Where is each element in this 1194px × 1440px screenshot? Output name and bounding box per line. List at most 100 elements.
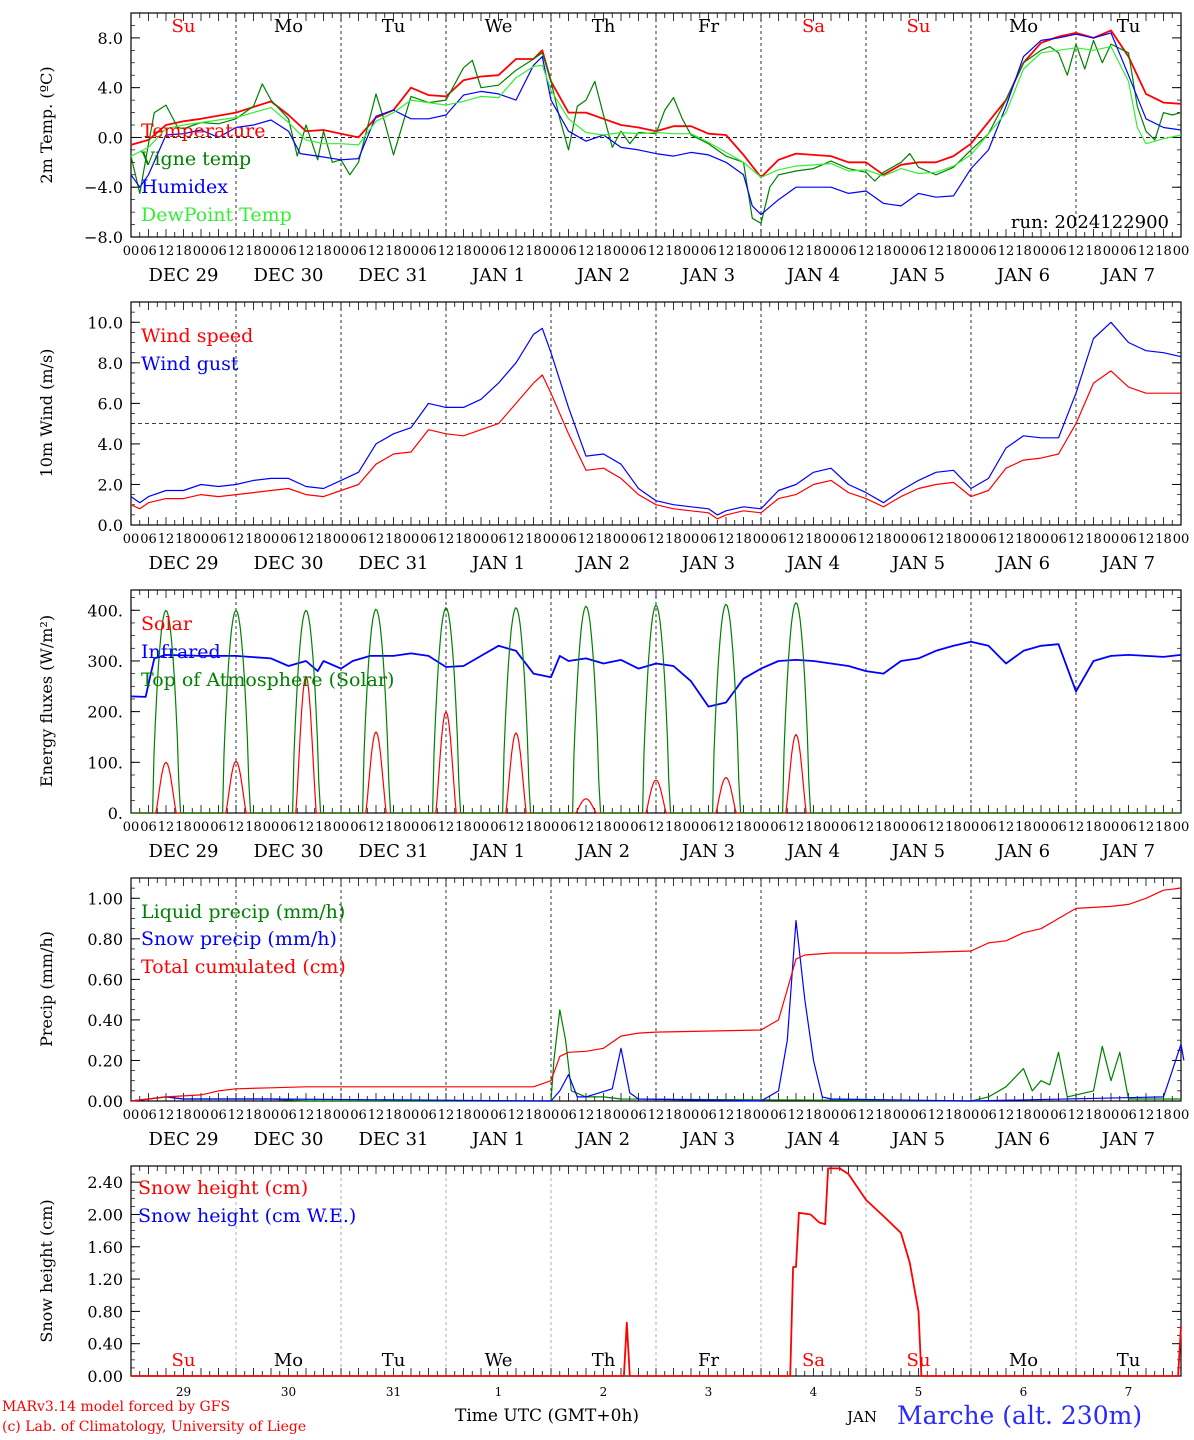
y-tick-label: 200. bbox=[87, 703, 123, 722]
x-hour-label: 00 bbox=[613, 244, 630, 259]
legend-entry: Total cumulated (cm) bbox=[141, 956, 346, 978]
weekday-label: We bbox=[485, 16, 513, 37]
x-hour-label: 18 bbox=[1015, 1108, 1032, 1123]
x-hour-label: 18 bbox=[665, 532, 682, 547]
x-hour-label: 00 bbox=[403, 1108, 420, 1123]
x-hour-label: 12 bbox=[858, 820, 875, 835]
x-hour-label: 00 bbox=[1173, 1108, 1190, 1123]
y-tick-label: 2.00 bbox=[87, 1205, 123, 1224]
x-hour-label: 18 bbox=[245, 1108, 262, 1123]
legend-entry: Snow height (cm) bbox=[138, 1177, 308, 1199]
x-hour-label: 18 bbox=[665, 820, 682, 835]
x-day-number: 1 bbox=[495, 1385, 503, 1399]
x-hour-label: 18 bbox=[315, 532, 332, 547]
x-hour-label: 06 bbox=[980, 1108, 997, 1123]
x-hour-label: 00 bbox=[123, 820, 140, 835]
x-hour-label: 00 bbox=[193, 244, 210, 259]
series-layer bbox=[130, 321, 1182, 520]
x-hour-label: 18 bbox=[315, 820, 332, 835]
x-date-label: JAN 5 bbox=[890, 1129, 945, 1150]
x-date-label: DEC 31 bbox=[359, 553, 429, 574]
x-hour-label: 00 bbox=[1173, 532, 1190, 547]
x-hour-label: 18 bbox=[1015, 532, 1032, 547]
x-hour-label: 12 bbox=[368, 244, 385, 259]
x-hour-label: 18 bbox=[455, 532, 472, 547]
x-date-label: DEC 31 bbox=[359, 841, 429, 862]
series-line-infrared bbox=[130, 640, 1182, 708]
y-tick-label: 300. bbox=[87, 652, 123, 671]
x-hour-label: 06 bbox=[350, 244, 367, 259]
x-hour-label: 06 bbox=[210, 244, 227, 259]
x-day-number: 5 bbox=[915, 1385, 923, 1399]
x-hour-label: 18 bbox=[875, 820, 892, 835]
x-hour-label: 12 bbox=[368, 1108, 385, 1123]
weekday-label: Mo bbox=[1009, 1350, 1038, 1371]
x-hour-label: 06 bbox=[770, 1108, 787, 1123]
x-date-label: DEC 30 bbox=[254, 553, 324, 574]
x-hour-label: 06 bbox=[1050, 1108, 1067, 1123]
x-day-number: 6 bbox=[1020, 1385, 1028, 1399]
x-hour-label: 06 bbox=[210, 820, 227, 835]
x-hour-label: 00 bbox=[963, 820, 980, 835]
series-line-top-of-atmosphere-solar bbox=[131, 602, 1181, 814]
x-hour-label: 06 bbox=[140, 1108, 157, 1123]
panel-3: 400. 300. 200. 100. 0. Energy fluxes (W/m²) 00… bbox=[37, 589, 1189, 862]
x-hour-label: 12 bbox=[858, 532, 875, 547]
x-hour-label: 00 bbox=[1033, 532, 1050, 547]
x-hour-label: 00 bbox=[1103, 1108, 1120, 1123]
weekday-label: Tu bbox=[1117, 16, 1141, 37]
legend-entry: DewPoint Temp bbox=[141, 204, 292, 226]
x-day-number: 3 bbox=[705, 1385, 713, 1399]
x-hour-label: 12 bbox=[158, 1108, 175, 1123]
x-hour-label: 00 bbox=[893, 1108, 910, 1123]
x-hour-label: 00 bbox=[613, 1108, 630, 1123]
y-axis-label: Precip (mm/h) bbox=[37, 931, 56, 1047]
x-hour-label: 18 bbox=[945, 1108, 962, 1123]
x-hour-label: 00 bbox=[1103, 532, 1120, 547]
y-tick-label: 0.80 bbox=[87, 1302, 123, 1321]
x-hour-label: 00 bbox=[403, 244, 420, 259]
x-hour-label: 12 bbox=[998, 532, 1015, 547]
x-hour-label: 06 bbox=[280, 1108, 297, 1123]
x-hour-label: 00 bbox=[543, 244, 560, 259]
x-hour-label: 00 bbox=[753, 532, 770, 547]
x-hour-label: 00 bbox=[123, 1108, 140, 1123]
x-hour-label: 12 bbox=[438, 244, 455, 259]
y-tick-label: 0.00 bbox=[87, 1092, 123, 1111]
weekday-label: Th bbox=[592, 16, 616, 37]
x-hour-label: 06 bbox=[770, 532, 787, 547]
x-day-number: 4 bbox=[810, 1385, 818, 1399]
x-hour-label: 06 bbox=[560, 1108, 577, 1123]
x-hour-label: 12 bbox=[508, 1108, 525, 1123]
weekday-label: We bbox=[485, 1350, 513, 1371]
y-tick-label: 4.0 bbox=[98, 435, 123, 454]
x-hour-label: 00 bbox=[263, 1108, 280, 1123]
x-hour-label: 00 bbox=[543, 532, 560, 547]
x-hour-label: 00 bbox=[683, 1108, 700, 1123]
x-hour-label: 12 bbox=[1138, 820, 1155, 835]
y-tick-label: 1.00 bbox=[87, 889, 123, 908]
x-hour-label: 00 bbox=[193, 1108, 210, 1123]
x-hour-label: 00 bbox=[753, 1108, 770, 1123]
y-tick-label: 0.0 bbox=[98, 516, 123, 535]
x-hour-label: 06 bbox=[910, 244, 927, 259]
x-date-label: JAN 6 bbox=[995, 1129, 1050, 1150]
x-hour-label: 18 bbox=[665, 244, 682, 259]
weekday-label: Tu bbox=[1117, 1350, 1141, 1371]
x-hour-label: 12 bbox=[998, 244, 1015, 259]
x-date-label: JAN 1 bbox=[470, 553, 525, 574]
x-hour-label: 06 bbox=[350, 532, 367, 547]
x-hour-label: 00 bbox=[543, 1108, 560, 1123]
x-date-label: JAN 7 bbox=[1100, 265, 1155, 286]
x-date-label: DEC 31 bbox=[359, 1129, 429, 1150]
x-hour-label: 12 bbox=[368, 820, 385, 835]
x-day-number: 31 bbox=[386, 1385, 401, 1399]
x-date-label: JAN 3 bbox=[680, 553, 735, 574]
x-hour-label: 06 bbox=[490, 532, 507, 547]
x-hour-label: 06 bbox=[980, 244, 997, 259]
x-date-label: JAN 5 bbox=[890, 841, 945, 862]
x-hour-label: 18 bbox=[385, 1108, 402, 1123]
x-hour-label: 12 bbox=[648, 532, 665, 547]
x-hour-label: 18 bbox=[175, 244, 192, 259]
x-hour-label: 06 bbox=[700, 1108, 717, 1123]
